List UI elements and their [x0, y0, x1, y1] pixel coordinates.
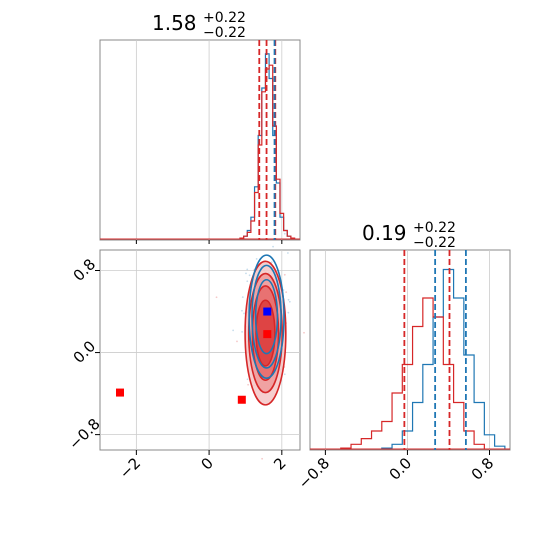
p3-xtick-label-2: 0.8	[468, 454, 498, 484]
p2-sample-point	[241, 330, 243, 333]
p2-xtick-label-2: 2	[270, 454, 289, 473]
hist-panel-param1-content	[100, 40, 300, 244]
title-param2-upper: +0.22	[413, 220, 456, 236]
p2-sample-point	[261, 457, 264, 460]
title-param2-lower: −0.22	[413, 235, 456, 251]
p2-sample-point	[246, 268, 249, 271]
hist-panel-param2-axes: −0.8 0.0 0.8	[295, 450, 498, 493]
p2-blue-contour-0	[254, 278, 279, 355]
hist-panel-param1-frame	[99, 39, 301, 241]
hist-panel-param1: 1.58 +0.22 −0.22	[99, 10, 301, 244]
p2-sample-point	[283, 232, 286, 235]
p3-xtick-label-0: −0.8	[295, 454, 333, 492]
p2-sample-point	[241, 296, 244, 298]
p2-ytick-label-2: 0.8	[70, 255, 100, 285]
p3-series-0-step	[381, 268, 506, 449]
p3-xtick-label-1: 0.0	[386, 454, 416, 484]
p2-sample-point	[272, 245, 274, 248]
title-param1-value: 1.58	[152, 11, 197, 35]
hist-panel-param2-content	[310, 250, 510, 450]
p2-marker-0	[263, 307, 272, 316]
title-param1-upper: +0.22	[203, 10, 246, 26]
p2-sample-point	[236, 340, 238, 343]
p2-blue-contour-1	[251, 264, 282, 369]
p2-sample-point	[215, 296, 218, 299]
p2-sample-point	[255, 257, 258, 260]
p3-series-1-step	[340, 297, 485, 449]
p2-sample-point	[245, 272, 247, 275]
p2-blue-contour-2	[248, 254, 285, 380]
p2-sample-point	[283, 373, 286, 376]
p2-xtick-label-0: −2	[116, 454, 144, 482]
p2-sample-point	[287, 311, 290, 314]
p2-sample-point	[232, 329, 235, 332]
p2-sample-point	[286, 252, 289, 254]
contour-panel-content	[100, 232, 305, 460]
p2-sample-point	[248, 274, 251, 277]
p2-marker-3	[237, 395, 246, 404]
hist-panel-param2-frame	[309, 249, 511, 451]
p2-sample-point	[246, 378, 249, 381]
p2-sample-point	[243, 312, 245, 315]
p2-sample-point	[241, 309, 243, 312]
contour-panel: −2 0 2 −0.8 0.0 0.8	[65, 232, 305, 482]
p2-sample-point	[303, 331, 305, 334]
p2-xtick-label-1: 0	[197, 454, 216, 473]
p2-sample-point	[283, 273, 286, 276]
p2-ytick-label-0: −0.8	[65, 415, 103, 453]
p2-marker-2	[116, 388, 124, 397]
p2-sample-point	[246, 280, 249, 283]
p2-sample-point	[285, 291, 288, 294]
p2-ytick-label-1: 0.0	[70, 337, 100, 367]
p2-marker-1	[263, 330, 272, 339]
p2-sample-point	[270, 261, 273, 264]
title-param1-lower: −0.22	[203, 25, 246, 41]
hist-panel-param2: −0.8 0.0 0.8 0.19 +0.22 −0.22	[295, 220, 511, 493]
p2-sample-point	[287, 298, 290, 301]
p2-sample-point	[288, 300, 291, 303]
p2-sample-point	[247, 383, 250, 386]
title-param2-value: 0.19	[362, 221, 407, 245]
